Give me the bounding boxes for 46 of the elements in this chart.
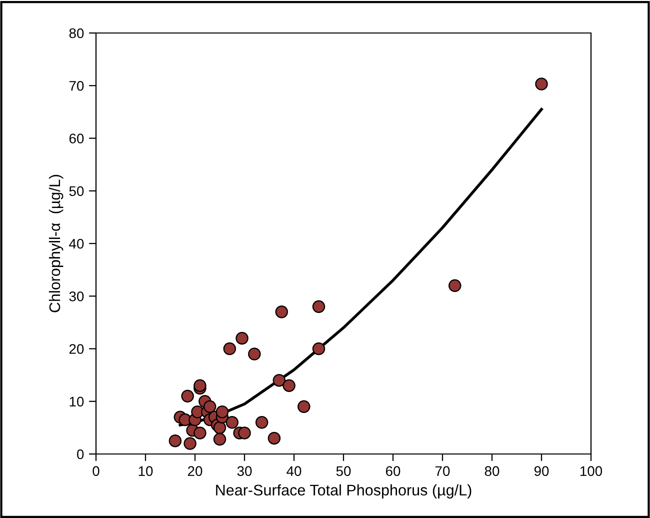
x-tick-label: 50 [336,466,351,476]
y-tick-label: 20 [69,344,84,354]
x-tick-label: 60 [386,466,400,476]
point [448,279,462,292]
point [282,379,296,392]
y-tick-label: 40 [69,238,84,249]
x-tick-label: 90 [534,466,549,476]
x-tick-label: 80 [484,466,500,476]
point [255,416,268,429]
point [226,416,238,429]
x-tick-label: 10 [138,466,153,476]
point [312,300,326,314]
point [275,306,288,318]
y-tick-label: 70 [69,80,84,91]
x-axis-title: Near-Surface Total Phosphorus (µg/L) [216,484,472,499]
point [213,432,226,446]
point [238,426,251,440]
point [203,400,216,414]
y-tick-label: 0 [77,449,84,460]
x-tick-label: 0 [92,466,100,476]
point [213,421,226,434]
y-axis-title: Chlorophyll-α (µg/L) [48,174,64,312]
point [181,390,194,402]
point [272,374,286,387]
point [312,342,326,356]
point [223,342,236,356]
point [184,437,196,450]
y-tick-label: 50 [69,186,84,196]
y-tick-label: 10 [70,396,84,407]
y-tick-label: 60 [69,134,84,144]
point [216,406,229,418]
y-tick-label: 30 [69,291,84,302]
x-tick-label: 100 [580,466,602,476]
point [194,379,206,392]
x-tick-label: 70 [435,466,450,476]
point [298,400,310,414]
y-tick-label: 80 [69,28,84,38]
point [248,348,261,360]
x-tick-label: 30 [237,466,252,476]
x-tick-label: 20 [188,466,202,476]
point [168,434,182,448]
point [268,432,281,445]
x-tick-label: 40 [286,466,302,476]
point [236,332,248,345]
point [194,426,206,440]
point [535,78,548,90]
